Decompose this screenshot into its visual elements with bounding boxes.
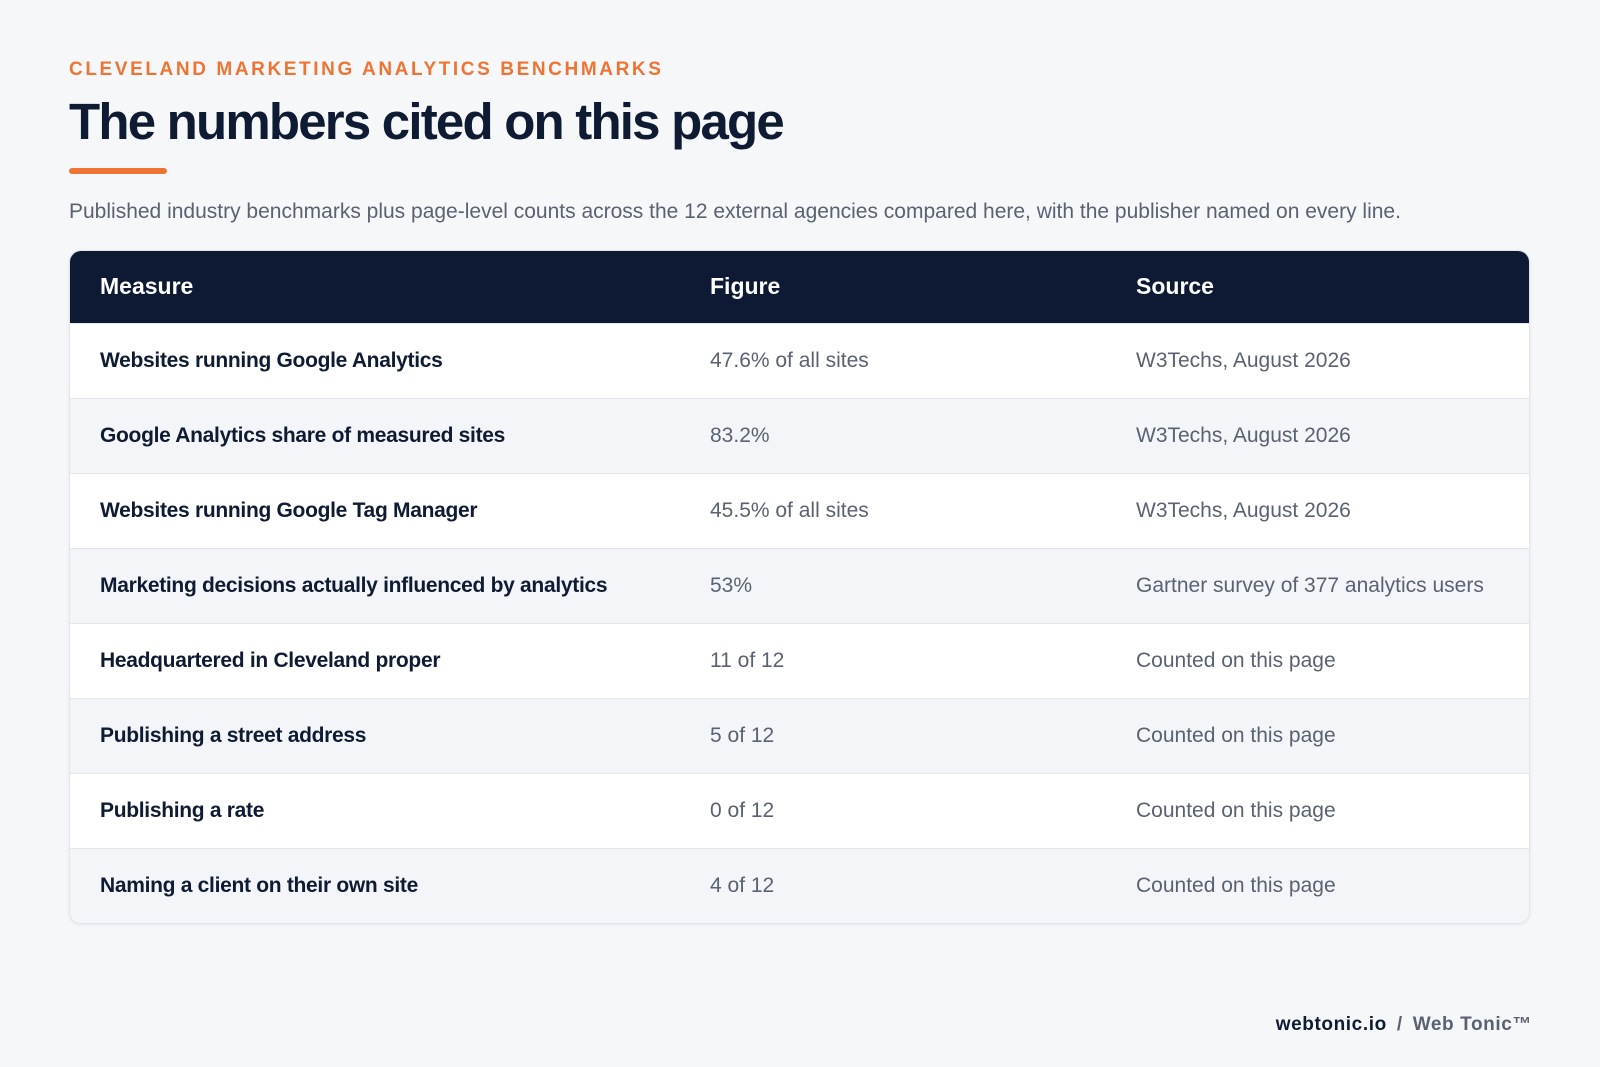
measure-cell: Google Analytics share of measured sites	[100, 423, 506, 447]
figure-cell: 53%	[710, 573, 753, 597]
table-row: Marketing decisions actually influenced …	[70, 548, 1529, 623]
measure-cell: Publishing a street address	[100, 723, 367, 747]
table-row: Websites running Google Tag Manager 45.5…	[70, 473, 1529, 548]
measure-cell: Headquartered in Cleveland proper	[100, 648, 441, 672]
figure-cell: 0 of 12	[710, 798, 775, 822]
source-cell: Counted on this page	[1136, 723, 1336, 747]
figure-cell: 4 of 12	[710, 873, 775, 897]
table-row: Headquartered in Cleveland proper 11 of …	[70, 623, 1529, 698]
title-accent-bar	[69, 168, 167, 174]
column-header-source: Source	[1136, 273, 1214, 300]
measure-cell: Marketing decisions actually influenced …	[100, 573, 608, 597]
table-row: Naming a client on their own site 4 of 1…	[70, 848, 1529, 923]
source-cell: Counted on this page	[1136, 873, 1336, 897]
measure-cell: Naming a client on their own site	[100, 873, 418, 897]
footer-brand: Web Tonic™	[1412, 1014, 1532, 1035]
table-row: Publishing a rate 0 of 12 Counted on thi…	[70, 773, 1529, 848]
figure-cell: 83.2%	[710, 423, 770, 447]
column-header-measure: Measure	[100, 273, 194, 300]
table-row: Websites running Google Analytics 47.6% …	[70, 323, 1529, 398]
source-cell: Counted on this page	[1136, 798, 1336, 822]
source-cell: W3Techs, August 2026	[1136, 498, 1351, 522]
figure-cell: 5 of 12	[710, 723, 775, 747]
column-header-figure: Figure	[710, 273, 781, 300]
content: CLEVELAND MARKETING ANALYTICS BENCHMARKS…	[69, 58, 1530, 924]
measure-cell: Websites running Google Analytics	[100, 348, 443, 372]
source-cell: Gartner survey of 377 analytics users	[1136, 573, 1484, 597]
source-cell: W3Techs, August 2026	[1136, 348, 1351, 372]
footer-separator: /	[1396, 1014, 1403, 1035]
measure-cell: Publishing a rate	[100, 798, 265, 822]
figure-cell: 45.5% of all sites	[710, 498, 869, 522]
page-title: The numbers cited on this page	[69, 93, 785, 150]
measure-cell: Websites running Google Tag Manager	[100, 498, 478, 522]
benchmarks-table: Measure Figure Source Websites running G…	[70, 251, 1529, 923]
table-row: Publishing a street address 5 of 12 Coun…	[70, 698, 1529, 773]
footer-domain: webtonic.io	[1275, 1014, 1387, 1035]
footer-credit: webtonic.io / Web Tonic™	[1276, 1014, 1532, 1036]
source-cell: W3Techs, August 2026	[1136, 423, 1351, 447]
page-subtitle: Published industry benchmarks plus page-…	[69, 200, 1401, 223]
figure-cell: 47.6% of all sites	[710, 348, 869, 372]
table-header-row: Measure Figure Source	[70, 251, 1529, 323]
benchmarks-table-card: Measure Figure Source Websites running G…	[69, 250, 1530, 924]
figure-cell: 11 of 12	[710, 648, 785, 672]
source-cell: Counted on this page	[1136, 648, 1336, 672]
table-row: Google Analytics share of measured sites…	[70, 398, 1529, 473]
eyebrow-label: CLEVELAND MARKETING ANALYTICS BENCHMARKS	[69, 59, 664, 80]
